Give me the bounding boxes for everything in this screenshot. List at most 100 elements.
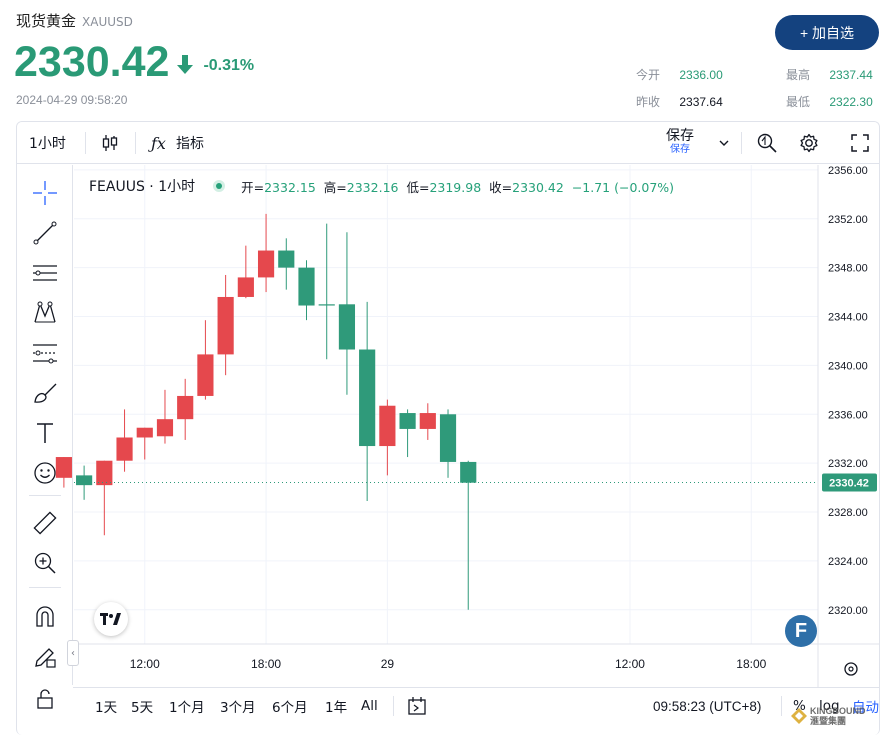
log-scale-toggle[interactable]: log bbox=[819, 698, 840, 714]
legend-symbol: FEAUUS · 1小时 bbox=[89, 179, 196, 195]
x-tick-label: 18:00 bbox=[251, 657, 281, 671]
price-chart[interactable]: 2356.00 2352.00 2348.00 2344.00 2340.00 2336.… bbox=[17, 122, 880, 687]
candle-body bbox=[55, 457, 72, 478]
candle-type-icon[interactable] bbox=[100, 122, 120, 164]
range-3m[interactable]: 3个月 bbox=[220, 700, 256, 716]
legend-high-value: 2332.16 bbox=[346, 179, 399, 195]
candle-body bbox=[318, 304, 335, 306]
ruler-icon[interactable] bbox=[31, 509, 59, 537]
chart-top-toolbar: 1小时 ƒx 指标 保存 保存 bbox=[17, 122, 879, 164]
arrow-down-icon bbox=[177, 54, 194, 77]
change-percent: -0.31% bbox=[203, 56, 255, 74]
pencil-lock-icon[interactable] bbox=[31, 643, 59, 671]
candle-body bbox=[257, 250, 275, 278]
low-stat: 最低 2322.30 bbox=[786, 93, 873, 110]
fib-levels-icon[interactable] bbox=[31, 339, 59, 367]
legend-change: −1.71 (−0.07%) bbox=[571, 179, 675, 195]
y-tick-label: 2352.00 bbox=[828, 214, 868, 226]
save-button[interactable]: 保存 保存 bbox=[660, 128, 700, 156]
low-value: 2322.30 bbox=[829, 95, 873, 109]
indicators-label: 指标 bbox=[175, 136, 204, 152]
range-1m[interactable]: 1个月 bbox=[169, 700, 205, 716]
text-tool-icon[interactable] bbox=[31, 419, 59, 447]
x-tick-label: 18:00 bbox=[736, 657, 766, 671]
zoom-in-icon[interactable] bbox=[31, 549, 59, 577]
instrument-symbol: XAUUSD bbox=[82, 15, 133, 29]
bottom-divider bbox=[781, 696, 782, 716]
y-tick-label: 2328.00 bbox=[828, 507, 868, 519]
y-tick-label: 2324.00 bbox=[828, 556, 868, 568]
candle-body bbox=[237, 277, 254, 297]
y-tick-label: 2320.00 bbox=[828, 605, 868, 617]
market-status-icon bbox=[213, 180, 226, 192]
x-tick-label: 29 bbox=[381, 657, 395, 671]
trend-line-icon[interactable] bbox=[31, 219, 59, 247]
legend-high-key: 高= bbox=[323, 179, 347, 195]
brush-icon[interactable] bbox=[31, 379, 59, 407]
candle-body bbox=[136, 427, 153, 438]
add-watchlist-button[interactable]: + 加自选 bbox=[775, 15, 879, 50]
legend-open-key: 开= bbox=[241, 179, 265, 195]
candle-body bbox=[177, 395, 194, 420]
chart-legend: FEAUUS · 1小时 开=2332.15 高=2332.16 低=2319.… bbox=[89, 176, 674, 196]
interval-selector[interactable]: 1小时 bbox=[29, 136, 66, 152]
quick-search-icon[interactable] bbox=[756, 122, 778, 164]
candle-body bbox=[419, 413, 436, 429]
legend-close-value: 2330.42 bbox=[512, 179, 564, 195]
fullscreen-icon[interactable] bbox=[850, 122, 870, 164]
axis-settings-icon bbox=[844, 662, 858, 676]
indicators-button[interactable]: ƒx 指标 bbox=[151, 122, 204, 164]
range-1y[interactable]: 1年 bbox=[325, 700, 348, 716]
y-tick-label: 2356.00 bbox=[828, 165, 868, 177]
chevron-down-icon[interactable] bbox=[718, 122, 730, 164]
f-badge-icon[interactable]: F bbox=[785, 615, 817, 647]
candle-body bbox=[217, 296, 234, 355]
watermark-line2: 滙暨集團 bbox=[810, 716, 847, 726]
legend-close-key: 收= bbox=[489, 179, 513, 195]
pattern-icon[interactable] bbox=[31, 299, 59, 327]
range-5d[interactable]: 5天 bbox=[131, 700, 154, 716]
legend-low-value: 2319.98 bbox=[429, 179, 482, 195]
percent-scale-toggle[interactable]: % bbox=[793, 698, 806, 714]
open-value: 2336.00 bbox=[679, 68, 723, 82]
date-range-icon[interactable] bbox=[406, 688, 428, 724]
low-label: 最低 bbox=[786, 95, 811, 109]
candle-body bbox=[197, 354, 214, 396]
high-value: 2337.44 bbox=[829, 68, 873, 82]
watermark-line1: KINGBOUND bbox=[810, 706, 866, 716]
horizontal-lines-icon[interactable] bbox=[31, 259, 59, 287]
toolbar-divider bbox=[29, 587, 61, 588]
prev-close-label: 昨收 bbox=[636, 95, 661, 109]
title-row: 现货黄金 XAUUSD bbox=[16, 10, 133, 31]
lock-icon[interactable] bbox=[31, 685, 59, 713]
instrument-name: 现货黄金 bbox=[16, 12, 77, 30]
open-label: 今开 bbox=[636, 68, 661, 82]
high-stat: 最高 2337.44 bbox=[786, 66, 873, 83]
range-all[interactable]: All bbox=[361, 698, 378, 714]
quote-header: 现货黄金 XAUUSD 2330.42 -0.31% 2024-04-29 09… bbox=[0, 0, 889, 120]
candle-body bbox=[298, 267, 315, 306]
auto-scale-toggle[interactable]: 自动 bbox=[852, 700, 879, 716]
price-row: 2330.42 -0.31% bbox=[14, 38, 254, 87]
kingbound-logo-icon bbox=[791, 708, 807, 724]
chart-bottom-bar: 1天 5天 1个月 3个月 6个月 1年 All 09:58:23 (UTC+8… bbox=[73, 687, 879, 735]
chart-clock[interactable]: 09:58:23 (UTC+8) bbox=[653, 698, 762, 714]
candle-body bbox=[278, 250, 295, 268]
x-tick-label: 12:00 bbox=[130, 657, 160, 671]
tradingview-logo[interactable] bbox=[94, 602, 128, 636]
y-tick-label: 2336.00 bbox=[828, 409, 868, 421]
chart-widget: 1小时 ƒx 指标 保存 保存 bbox=[16, 121, 880, 735]
emoji-icon[interactable] bbox=[31, 459, 59, 487]
bottom-divider bbox=[393, 696, 394, 716]
quote-timestamp: 2024-04-29 09:58:20 bbox=[16, 93, 128, 107]
gear-icon[interactable] bbox=[798, 122, 820, 164]
range-1d[interactable]: 1天 bbox=[95, 700, 118, 716]
prev-close-value: 2337.64 bbox=[679, 95, 723, 109]
collapse-toolbar-icon[interactable]: ‹ bbox=[67, 640, 79, 666]
y-tick-label: 2348.00 bbox=[828, 263, 868, 275]
range-6m[interactable]: 6个月 bbox=[272, 700, 308, 716]
crosshair-icon[interactable] bbox=[31, 179, 59, 207]
candle-body bbox=[359, 349, 376, 447]
magnet-icon[interactable] bbox=[31, 603, 59, 631]
axis-settings-icon bbox=[848, 666, 854, 672]
